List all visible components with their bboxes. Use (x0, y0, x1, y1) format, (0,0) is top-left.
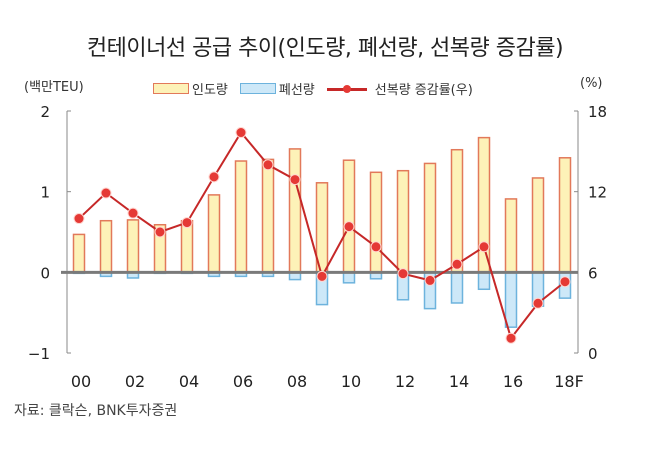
growth-point (262, 159, 274, 171)
growth-point (505, 332, 517, 344)
growth-point (316, 270, 328, 282)
delivery-bar (342, 159, 356, 274)
delivery-bar (504, 198, 518, 274)
growth-point (73, 213, 85, 225)
left-tick-label: 2 (40, 103, 50, 121)
delivery-bar (423, 162, 437, 274)
delivery-bar (234, 160, 248, 274)
growth-point (424, 274, 436, 286)
left-tick-label: −1 (28, 345, 50, 363)
axes (66, 110, 579, 354)
growth-point (235, 127, 247, 139)
delivery-bar (126, 219, 140, 274)
right-tick-label: 0 (588, 345, 598, 363)
delivery-bar (396, 169, 410, 274)
x-tick-label: 18F (554, 372, 584, 391)
legend-item-delivery: 인도량 (153, 79, 228, 98)
right-tick-label: 6 (588, 264, 598, 282)
source-note: 자료: 클락슨, BNK투자증권 (14, 403, 178, 419)
legend-swatch-scrap (239, 83, 276, 94)
growth-point (100, 187, 112, 199)
legend-label-scrap: 폐선량 (278, 83, 315, 98)
growth-point (289, 174, 301, 186)
delivery-bar (531, 177, 545, 274)
growth-point (127, 207, 139, 219)
delivery-bar (558, 157, 572, 274)
delivery-bar (180, 219, 194, 274)
growth-point (451, 258, 463, 270)
x-tick-label: 00 (71, 372, 91, 391)
delivery-bar (207, 194, 221, 274)
growth-point (181, 217, 193, 229)
left-tick-label: 0 (40, 264, 50, 282)
x-tick-label: 12 (395, 372, 415, 391)
legend-label-delivery: 인도량 (192, 83, 228, 98)
legend: 인도량 폐선량 선복량 증감률(우) (153, 79, 485, 98)
x-tick-label: 14 (449, 372, 469, 391)
x-tick-label: 08 (287, 372, 307, 391)
delivery-bar (261, 158, 275, 274)
growth-point (397, 268, 409, 280)
delivery-bar (450, 148, 464, 274)
growth-line-group (73, 127, 571, 344)
chart-title: 컨테이너선 공급 추이(인도량, 폐선량, 선복량 증감률) (86, 36, 564, 61)
x-tick-label: 06 (233, 372, 253, 391)
scrap-bar (504, 271, 518, 328)
scrap-bar (342, 271, 356, 284)
delivery-bar (72, 233, 86, 274)
right-tick-label: 12 (588, 184, 607, 202)
scrap-bar (477, 271, 491, 291)
growth-point (532, 297, 544, 309)
scrap-bar (450, 271, 464, 304)
delivery-bar (288, 148, 302, 274)
x-tick-label: 10 (341, 372, 361, 391)
growth-point (343, 221, 355, 233)
legend-swatch-delivery (153, 83, 189, 94)
delivery-bar (369, 171, 383, 274)
growth-point (208, 171, 220, 183)
right-tick-label: 18 (588, 103, 607, 121)
legend-label-growth: 선복량 증감률(우) (374, 83, 473, 98)
legend-item-growth: 선복량 증감률(우) (326, 79, 473, 98)
growth-point (559, 276, 571, 288)
growth-point (370, 241, 382, 253)
growth-point (478, 241, 490, 253)
x-tick-label: 02 (125, 372, 145, 391)
left-axis-unit: (백만TEU) (24, 80, 84, 95)
bars (72, 136, 572, 328)
left-tick-label: 1 (40, 184, 50, 202)
delivery-bar (99, 219, 113, 274)
legend-item-scrap: 폐선량 (239, 79, 315, 98)
legend-swatch-growth-line (326, 84, 367, 94)
x-tick-label: 16 (503, 372, 523, 391)
x-tick-label: 04 (179, 372, 199, 391)
right-axis-unit: (%) (580, 76, 603, 91)
growth-point (154, 226, 166, 238)
